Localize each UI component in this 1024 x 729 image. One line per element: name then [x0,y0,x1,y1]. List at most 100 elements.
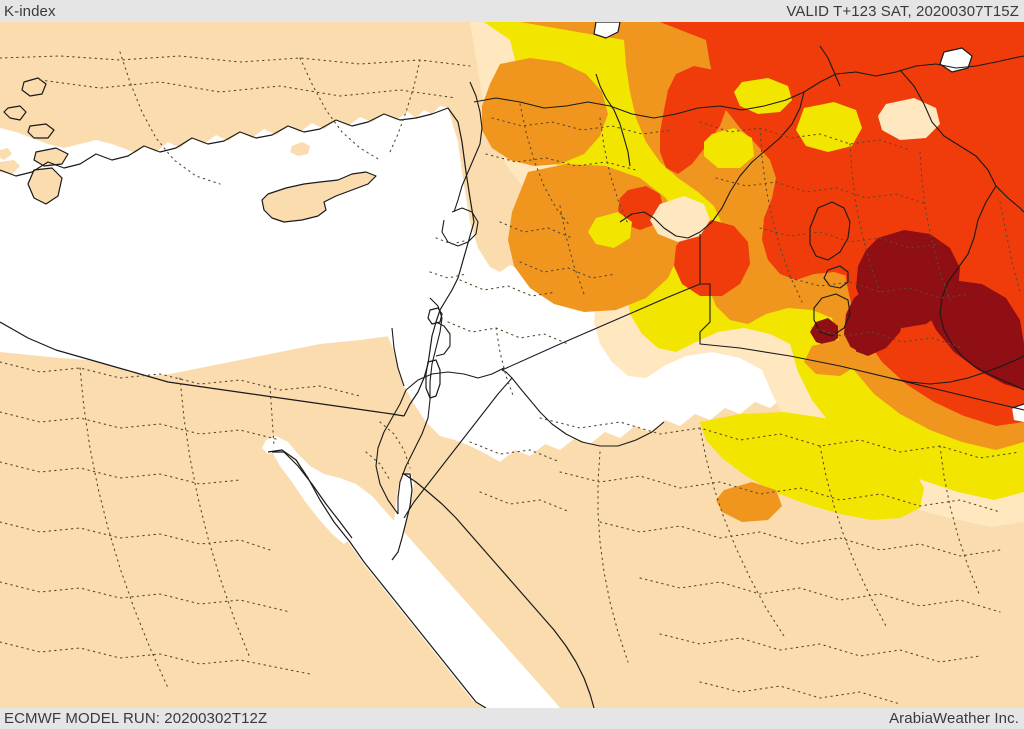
kindex-pocket-orange-nw [482,58,608,166]
island-rhodes [28,168,62,204]
coast-black-sea [593,22,621,39]
kindex-lobe-yellow-south [700,412,924,520]
dotted-saudi-2 [559,471,1001,513]
header-bar: K-index VALID T+123 SAT, 20200307T15Z [0,0,1024,22]
sea-layer [0,22,1024,708]
coast-aqaba-inner [391,473,413,561]
coast-islands-aegean [3,77,69,205]
lake-tharthar-outline [809,201,851,261]
border-jordan-southwest [403,377,513,519]
dotted-turkey-1 [0,55,471,67]
dotted-nearsaudi-1 [469,441,561,463]
border-egypt-east [391,327,405,387]
internal-boundaries-layer [0,51,1021,705]
footer-bar: ECMWF MODEL RUN: 20200302T12Z ArabiaWeat… [0,708,1024,729]
kindex-inner-holes-cream [650,98,940,242]
dotted-turkey-2 [39,79,457,99]
coast-levant [403,221,475,417]
border-sinai [405,367,505,391]
border-saudi-iraq-east [889,355,1024,385]
dotted-saudi-5 [659,633,981,663]
coast-sinai-egypt [0,321,405,417]
dotted-jordan-3 [495,327,515,399]
page-title: K-index [4,2,56,20]
lake-habbaniyah-outline [823,265,849,289]
coast-syria-lebanon [453,81,483,213]
coast-persian-gulf [1011,403,1024,409]
dotted-egypt-1 [0,361,361,397]
dotted-syria-3 [519,103,571,227]
dotted-saudi-3 [599,521,1001,557]
coast-red-sea-west [267,449,487,708]
dotted-israel-1 [435,237,469,245]
border-turkey-iran [899,69,1024,213]
dotted-israel-2 [429,271,467,279]
dotted-egypt-v1 [79,367,169,689]
kindex-streak-orangered-euphrates [660,66,728,174]
model-run-label: ECMWF MODEL RUN: 20200302T12Z [4,710,268,727]
kindex-field-layer [470,22,1024,527]
border-turkey-syria [473,55,1024,119]
island-islet-north [290,142,310,156]
island-cyprus [262,172,376,222]
island-far-west [0,148,12,160]
border-israel-egypt [375,389,407,515]
border-jordan-saudi-north [699,283,1024,411]
coast-suez-inner [272,451,353,539]
dotted-nearsaudi-2 [479,491,571,513]
coast-red-sea-east [403,473,595,708]
kindex-blob-orangered-south [674,220,750,296]
provider-label: ArabiaWeather Inc. [889,710,1019,727]
map-svg [0,22,1024,708]
dotted-saudi-v4 [597,451,629,663]
dotted-iran-1 [999,201,1021,293]
dotted-saudi-v3 [939,445,981,597]
dotted-turkey-5 [389,59,421,153]
dotted-egypt-3 [0,461,241,485]
sea-gulf-of-aqaba [388,472,414,558]
kindex-inner-holes [588,78,862,248]
lake-razzaza-outline [813,293,851,337]
dotted-turkey-4 [299,57,381,161]
border-israel-jordan [397,297,443,514]
border-israel-west-bank [435,321,451,357]
dotted-syriades-3 [559,205,585,295]
sea-red-sea [262,436,560,708]
aegean-islands [0,78,68,174]
river-euphrates [595,73,631,167]
coast-anatolia-south [0,107,475,223]
border-syria-jordan-iraq [501,234,701,371]
sea-gulf-of-suez [272,448,352,544]
dotted-iraq-1 [699,121,911,151]
coast-cyprus [261,171,377,223]
dotted-egypt-v3 [269,385,275,447]
river-tigris [819,45,841,87]
border-jordan-saudi-south [501,369,665,447]
dotted-saudi-v2 [819,445,887,627]
dotted-saudi-4 [639,577,1001,613]
map-canvas[interactable] [0,22,1024,708]
valid-time-label: VALID T+123 SAT, 20200307T15Z [786,2,1019,20]
dotted-iraq-5 [811,327,963,349]
dotted-syriades-2 [519,261,617,279]
dotted-syria-4 [599,117,629,225]
coastlines-layer [0,22,1024,708]
coast-dead-sea [425,359,441,399]
coast-lake-van [939,47,973,73]
dotted-jordan-2 [447,321,569,345]
dotted-sinai-1 [379,421,411,469]
dotted-jordan-1 [459,279,557,297]
kindex-core-maroon-2 [844,284,906,356]
dotted-syriades-1 [499,221,573,239]
sea-persian-gulf-hint [1012,404,1024,422]
sea-galilee [428,308,442,324]
dotted-saudi-6 [699,681,901,705]
dotted-sinai-2 [365,451,391,481]
coast-galilee [427,307,443,325]
border-iraq-iran [939,185,1024,391]
dotted-iraq-6 [759,127,803,303]
kindex-core-maroon-3 [924,280,1024,390]
dotted-iraq-2 [715,177,927,205]
border-lebanon [441,207,479,247]
